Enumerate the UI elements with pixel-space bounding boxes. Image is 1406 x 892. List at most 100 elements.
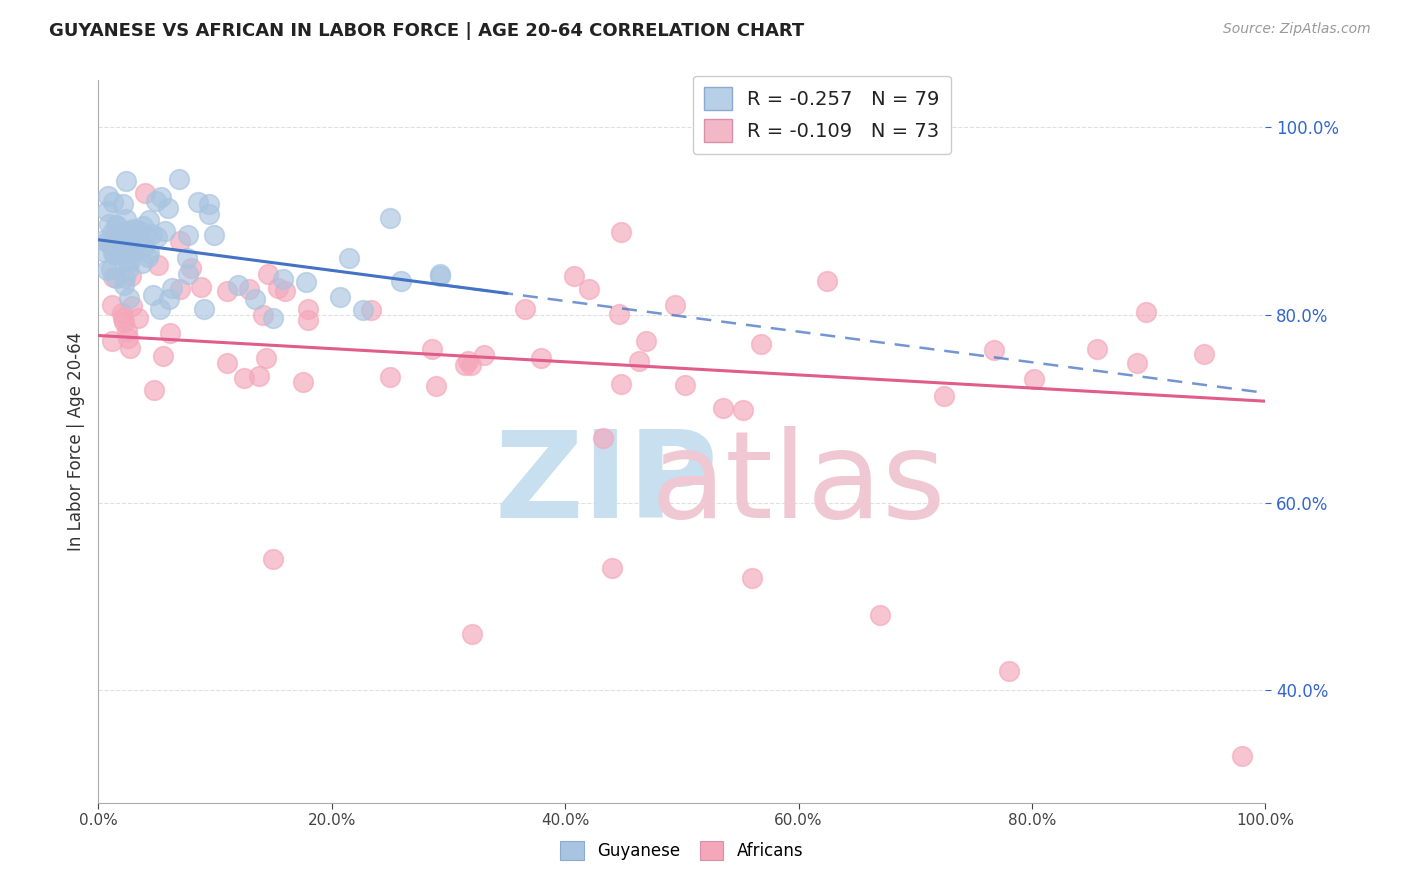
Point (297, 302, 319, 317)
Point (162, 281, 184, 295)
Point (111, 311, 134, 326)
Point (733, 403, 755, 417)
Point (150, 189, 173, 203)
Point (578, 283, 600, 297)
Point (114, 241, 136, 255)
Point (198, 197, 221, 211)
Point (167, 171, 190, 186)
Point (157, 292, 180, 306)
Legend: Guyanese, Africans: Guyanese, Africans (554, 834, 810, 867)
Point (198, 207, 221, 221)
Point (664, 298, 686, 312)
Point (380, 370, 402, 384)
Point (110, 248, 132, 262)
Point (105, 271, 128, 285)
Point (125, 235, 148, 249)
Point (101, 246, 124, 260)
Point (297, 312, 319, 326)
Text: GUYANESE VS AFRICAN IN LABOR FORCE | AGE 20-64 CORRELATION CHART: GUYANESE VS AFRICAN IN LABOR FORCE | AGE… (49, 22, 804, 40)
Point (352, 303, 374, 318)
Text: atlas: atlas (651, 426, 946, 543)
Point (389, 274, 412, 288)
Point (120, 243, 142, 257)
Point (609, 225, 631, 239)
Point (169, 282, 191, 296)
Point (118, 341, 141, 355)
Point (114, 174, 136, 188)
Point (177, 267, 200, 281)
Point (146, 230, 169, 244)
Point (169, 234, 191, 248)
Point (152, 349, 174, 363)
Point (135, 229, 157, 244)
Text: ZIP: ZIP (494, 426, 718, 543)
Point (134, 186, 156, 200)
Point (180, 260, 202, 275)
Point (273, 271, 295, 285)
Point (713, 401, 735, 415)
Point (1085, 343, 1108, 357)
Point (112, 227, 135, 241)
Point (112, 315, 135, 329)
Point (233, 371, 256, 385)
Point (156, 201, 179, 215)
Point (425, 379, 447, 393)
Point (153, 224, 176, 238)
Point (291, 376, 314, 390)
Point (177, 228, 200, 243)
Point (94, 245, 117, 260)
Point (215, 284, 238, 298)
Point (420, 342, 443, 356)
Point (96, 262, 118, 277)
Point (108, 239, 131, 253)
Point (329, 290, 352, 304)
Point (564, 268, 586, 283)
Point (749, 337, 772, 351)
Point (610, 377, 633, 392)
Point (128, 224, 150, 238)
Point (530, 351, 553, 365)
Point (110, 243, 132, 257)
Point (93, 233, 115, 247)
Point (628, 354, 651, 368)
Point (103, 195, 125, 210)
Point (117, 240, 139, 254)
Point (101, 269, 124, 284)
Point (100, 237, 122, 252)
Point (673, 378, 696, 392)
Point (141, 227, 163, 241)
Point (217, 356, 239, 370)
Point (96, 235, 118, 249)
Point (131, 256, 153, 270)
Point (295, 276, 318, 290)
Point (104, 248, 127, 262)
Point (107, 219, 129, 233)
Point (117, 331, 139, 345)
Text: Source: ZipAtlas.com: Source: ZipAtlas.com (1223, 22, 1371, 37)
Point (136, 251, 159, 265)
Point (117, 263, 139, 277)
Point (132, 240, 155, 254)
Point (108, 246, 131, 260)
Point (634, 334, 657, 349)
Point (247, 368, 270, 383)
Point (997, 665, 1019, 679)
Point (121, 244, 143, 258)
Point (120, 253, 142, 268)
Point (111, 197, 134, 211)
Point (262, 551, 284, 566)
Point (97, 189, 120, 203)
Point (149, 302, 172, 317)
Point (869, 608, 891, 623)
Point (741, 571, 763, 585)
Point (145, 194, 167, 209)
Point (104, 219, 127, 233)
Point (245, 293, 267, 307)
Point (110, 306, 132, 320)
Point (461, 627, 484, 641)
Point (457, 353, 479, 368)
Point (204, 228, 226, 243)
Point (1126, 356, 1149, 370)
Point (934, 389, 956, 403)
Point (115, 324, 138, 338)
